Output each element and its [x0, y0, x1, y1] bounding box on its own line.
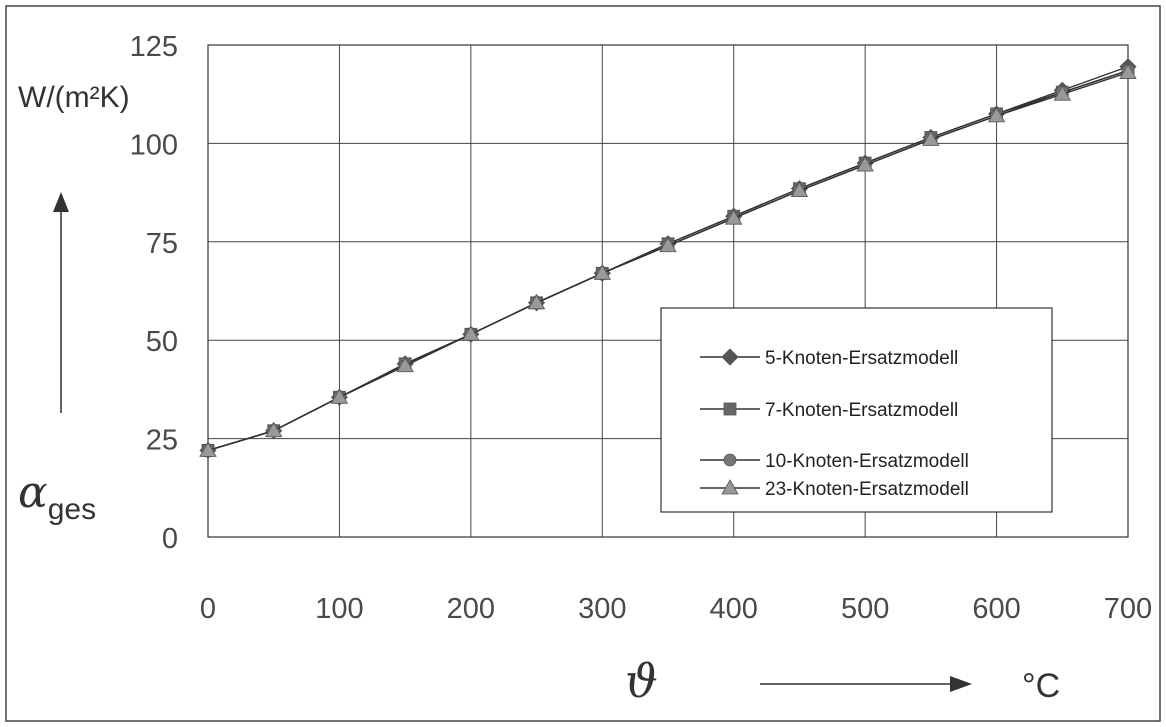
legend-label: 23-Knoten-Ersatzmodell	[765, 479, 969, 500]
x-unit-label: °C	[1022, 667, 1060, 705]
legend-entry: 7-Knoten-Ersatzmodell	[700, 400, 958, 421]
x-tick-label: 300	[578, 593, 626, 625]
data-point	[856, 156, 874, 172]
data-point	[987, 107, 1006, 123]
y-tick-label: 75	[146, 228, 178, 260]
legend-entry: 5-Knoten-Ersatzmodell	[700, 348, 958, 369]
data-point	[725, 209, 743, 225]
series-triangle	[199, 63, 1137, 457]
y-tick-label: 125	[130, 31, 178, 63]
legend-marker	[723, 402, 737, 416]
x-tick-label: 400	[710, 593, 758, 625]
y-ticks: 0 25 50 75 100 125	[130, 31, 178, 555]
x-axis-arrow	[760, 676, 972, 692]
y-tick-label: 100	[130, 129, 178, 161]
plot-area	[207, 44, 1129, 538]
y-tick-label: 50	[146, 326, 178, 358]
series-group	[199, 58, 1137, 459]
y-label-symbol: α	[18, 467, 48, 518]
legend-entry: 10-Knoten-Ersatzmodell	[700, 451, 969, 472]
data-point	[593, 264, 611, 280]
x-tick-label: 0	[200, 593, 216, 625]
data-point	[527, 294, 546, 310]
legend-label: 5-Knoten-Ersatzmodell	[765, 348, 958, 369]
legend: 5-Knoten-Ersatzmodell 7-Knoten-Ersatzmode…	[660, 307, 1053, 513]
legend-entry: 23-Knoten-Ersatzmodell	[700, 479, 969, 500]
y-label-subscript: ges	[48, 493, 96, 526]
y-tick-label: 0	[162, 523, 178, 555]
data-point	[199, 441, 217, 457]
legend-marker	[723, 453, 737, 467]
data-point	[265, 421, 283, 438]
x-tick-label: 200	[447, 593, 495, 625]
data-point	[922, 130, 940, 146]
data-point	[790, 181, 809, 198]
x-tick-label: 500	[841, 593, 889, 625]
x-ticks: 0 100 200 300 400 500 600 700	[200, 593, 1152, 625]
data-point	[330, 388, 349, 404]
data-point	[659, 236, 677, 253]
legend-label: 10-Knoten-Ersatzmodell	[765, 451, 969, 472]
legend-label: 7-Knoten-Ersatzmodell	[765, 400, 958, 421]
data-point	[1119, 63, 1137, 79]
legend-marker	[721, 348, 739, 366]
data-point	[396, 356, 414, 373]
y-axis-arrow	[53, 192, 69, 413]
x-tick-label: 600	[972, 593, 1020, 625]
y-axis-label: αges	[18, 467, 96, 526]
x-axis-symbol: ϑ	[625, 654, 658, 708]
legend-marker	[721, 479, 739, 495]
x-tick-label: 100	[315, 593, 363, 625]
y-tick-label: 25	[146, 425, 178, 457]
y-unit-label: W/(m²K)	[18, 81, 130, 114]
data-point	[1053, 85, 1071, 101]
data-point	[462, 325, 480, 341]
x-tick-label: 700	[1104, 593, 1152, 625]
